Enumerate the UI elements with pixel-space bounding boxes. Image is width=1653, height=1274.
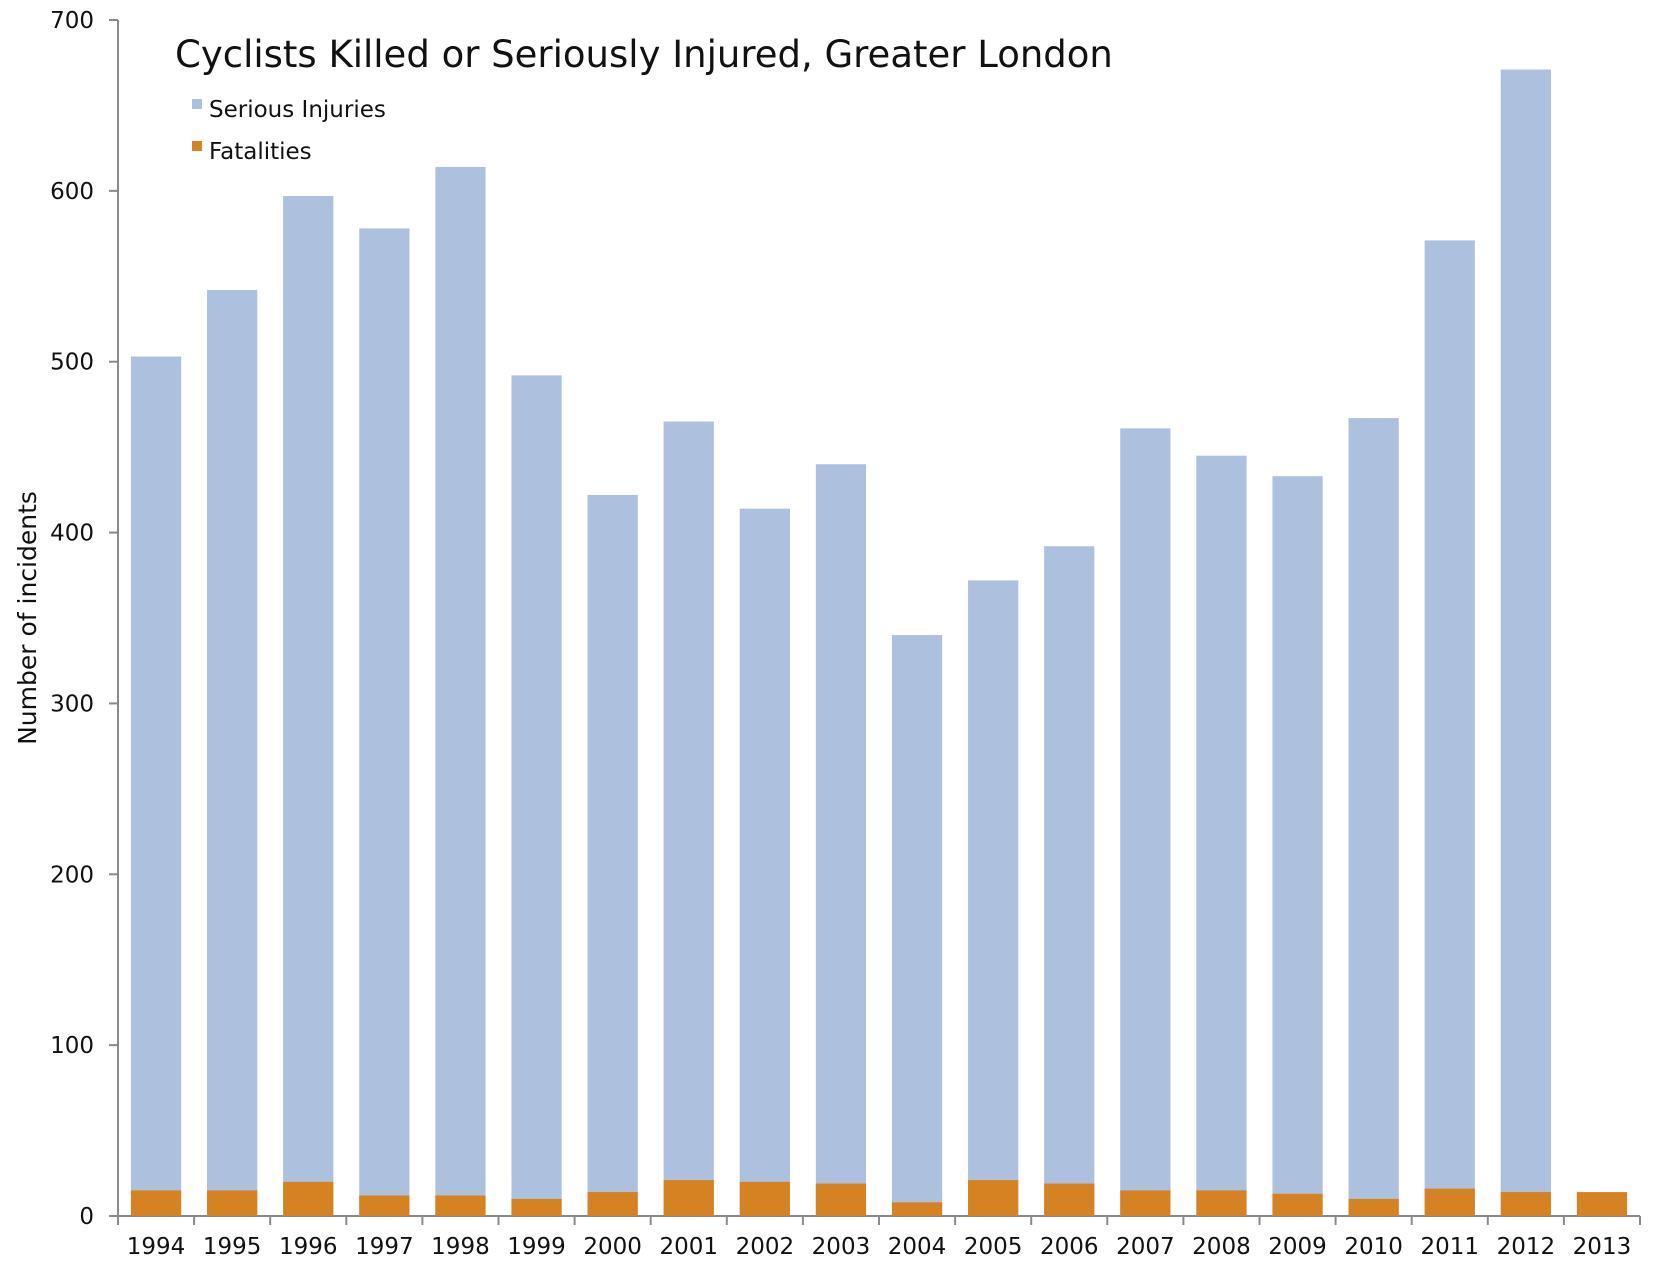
bar-fatalities-1997 bbox=[359, 1195, 410, 1216]
x-tick-label-2009: 2009 bbox=[1268, 1234, 1327, 1260]
bar-serious-injuries-2005 bbox=[968, 580, 1019, 1216]
x-tick-label-1999: 1999 bbox=[507, 1234, 566, 1260]
bar-fatalities-2013 bbox=[1576, 1192, 1628, 1216]
legend-swatch-serious-injuries bbox=[192, 99, 202, 109]
y-tick-label-200: 200 bbox=[50, 862, 94, 888]
bar-serious-injuries-2004 bbox=[891, 635, 943, 1216]
legend: Serious Injuries Fatalities bbox=[192, 97, 386, 165]
bar-serious-injuries-2011 bbox=[1424, 240, 1475, 1217]
bar-fatalities-2001 bbox=[663, 1180, 714, 1216]
legend-label-serious-injuries: Serious Injuries bbox=[209, 97, 386, 123]
bar-serious-injuries-2008 bbox=[1196, 455, 1247, 1217]
bar-serious-injuries-2002 bbox=[739, 508, 790, 1216]
x-tick-label-2006: 2006 bbox=[1040, 1234, 1099, 1260]
bar-fatalities-2004 bbox=[891, 1202, 943, 1216]
y-tick-label-500: 500 bbox=[50, 350, 94, 376]
bar-serious-injuries-2000 bbox=[587, 494, 638, 1216]
y-axis-title: Number of incidents bbox=[13, 491, 42, 745]
bar-fatalities-1995 bbox=[207, 1190, 258, 1216]
x-tick-label-1996: 1996 bbox=[279, 1234, 338, 1260]
x-tick-label-2011: 2011 bbox=[1420, 1234, 1479, 1260]
bar-fatalities-2005 bbox=[968, 1180, 1019, 1216]
bar-fatalities-1996 bbox=[283, 1181, 334, 1216]
bar-serious-injuries-2007 bbox=[1120, 428, 1171, 1216]
x-tick-label-2005: 2005 bbox=[964, 1234, 1023, 1260]
x-tick-label-2000: 2000 bbox=[583, 1234, 642, 1260]
bar-fatalities-2003 bbox=[815, 1183, 867, 1216]
x-tick-label-2007: 2007 bbox=[1116, 1234, 1175, 1260]
bar-serious-injuries-2010 bbox=[1348, 418, 1399, 1216]
bars bbox=[130, 69, 1628, 1217]
axes bbox=[117, 20, 1640, 1217]
bar-fatalities-2000 bbox=[587, 1192, 638, 1216]
y-tick-label-400: 400 bbox=[50, 521, 94, 547]
x-tick-label-2010: 2010 bbox=[1344, 1234, 1403, 1260]
x-ticks: 1994 1995 1996 1997 1998 1999 2000 2001 2002 2003… bbox=[117, 1216, 1641, 1260]
bar-fatalities-2008 bbox=[1196, 1190, 1247, 1216]
x-tick-label-1994: 1994 bbox=[127, 1234, 186, 1260]
bar-fatalities-2010 bbox=[1348, 1198, 1399, 1216]
bar-serious-injuries-2001 bbox=[663, 421, 714, 1216]
y-tick-label-0: 0 bbox=[79, 1204, 94, 1230]
y-tick-label-300: 300 bbox=[50, 691, 94, 717]
y-tick-label-700: 700 bbox=[50, 8, 94, 34]
y-ticks: 0 100 200 300 400 500 600 700 bbox=[50, 8, 118, 1230]
bar-serious-injuries-1998 bbox=[435, 166, 486, 1217]
x-tick-label-1997: 1997 bbox=[355, 1234, 414, 1260]
bar-fatalities-1994 bbox=[130, 1190, 182, 1216]
bar-fatalities-1999 bbox=[511, 1198, 562, 1216]
bar-serious-injuries-1995 bbox=[207, 289, 258, 1216]
x-tick-label-2008: 2008 bbox=[1192, 1234, 1251, 1260]
x-tick-label-2012: 2012 bbox=[1497, 1234, 1556, 1260]
x-tick-label-2003: 2003 bbox=[812, 1234, 871, 1260]
bar-fatalities-2011 bbox=[1424, 1188, 1475, 1216]
bar-fatalities-2006 bbox=[1044, 1183, 1095, 1216]
bar-fatalities-2009 bbox=[1272, 1193, 1323, 1216]
bar-serious-injuries-2003 bbox=[815, 464, 867, 1216]
x-tick-label-1998: 1998 bbox=[431, 1234, 490, 1260]
y-tick-label-600: 600 bbox=[50, 179, 94, 205]
bar-serious-injuries-1997 bbox=[359, 228, 410, 1217]
bar-fatalities-1998 bbox=[435, 1195, 486, 1216]
bar-serious-injuries-1999 bbox=[511, 375, 562, 1217]
bar-serious-injuries-2009 bbox=[1272, 476, 1323, 1216]
bar-serious-injuries-2006 bbox=[1044, 546, 1095, 1216]
bar-fatalities-2007 bbox=[1120, 1190, 1171, 1216]
x-tick-label-2002: 2002 bbox=[736, 1234, 795, 1260]
y-tick-label-100: 100 bbox=[50, 1033, 94, 1059]
legend-label-fatalities: Fatalities bbox=[209, 139, 312, 165]
bar-serious-injuries-2012 bbox=[1500, 69, 1551, 1216]
x-tick-label-2001: 2001 bbox=[659, 1234, 718, 1260]
x-tick-label-1995: 1995 bbox=[203, 1234, 262, 1260]
bar-fatalities-2012 bbox=[1500, 1192, 1551, 1216]
chart-title: Cyclists Killed or Seriously Injured, Gr… bbox=[175, 33, 1113, 76]
bar-fatalities-2002 bbox=[739, 1181, 790, 1216]
x-tick-label-2013: 2013 bbox=[1573, 1234, 1632, 1260]
legend-swatch-fatalities bbox=[192, 141, 202, 151]
bar-serious-injuries-1996 bbox=[283, 195, 334, 1217]
bar-serious-injuries-1994 bbox=[130, 356, 182, 1216]
x-tick-label-2004: 2004 bbox=[888, 1234, 947, 1260]
